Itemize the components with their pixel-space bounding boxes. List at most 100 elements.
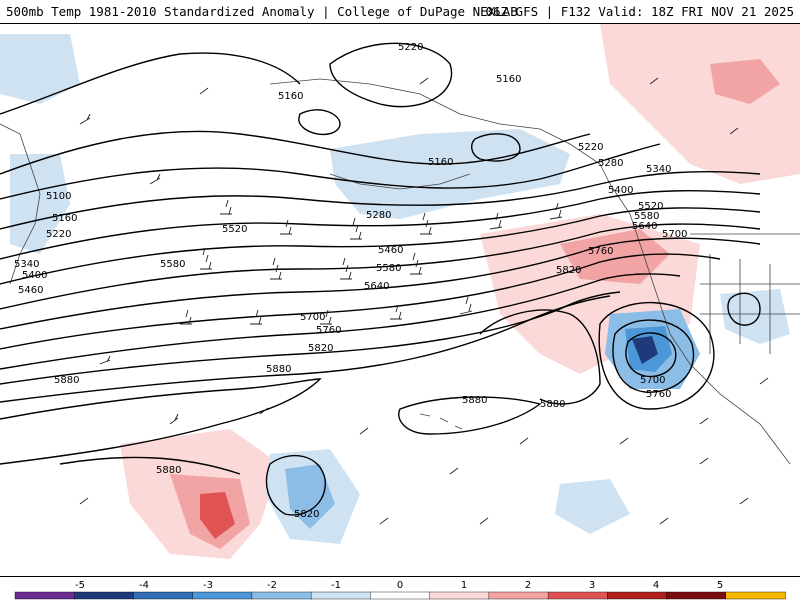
wind-barb: [649, 77, 659, 85]
contour-label: 5460: [378, 245, 403, 256]
contour-5280: [0, 143, 661, 200]
wind-barb: [180, 309, 192, 325]
contour-5160: [0, 52, 301, 115]
colorbar-tick-label: 2: [525, 580, 531, 591]
contour-5520: [0, 223, 761, 310]
contour-label: 5580: [160, 259, 185, 270]
contour-label: 5640: [632, 221, 657, 232]
wind-barb: [340, 257, 352, 280]
contour-label: 5220: [578, 142, 603, 153]
colorbar-segment: [192, 591, 253, 600]
wind-barb: [459, 296, 473, 315]
wind-barb: [280, 219, 292, 235]
wind-barb: [659, 517, 669, 525]
contour-label: 5760: [646, 389, 671, 400]
contour-east-loop: [727, 292, 761, 326]
wind-barb: [419, 77, 429, 85]
colorbar-segment: [251, 591, 312, 600]
warm-anomaly-south-peak: [200, 492, 235, 539]
wind-barb: [420, 212, 432, 235]
border-states: [700, 254, 800, 354]
wind-barb: [410, 252, 422, 275]
cold-anomaly-northwest: [0, 34, 80, 104]
wind-barb: [449, 467, 459, 475]
wind-barb: [390, 304, 402, 320]
contour-label: 5820: [556, 265, 581, 276]
colorbar-segment: [310, 591, 372, 600]
wind-barb: [479, 517, 489, 525]
colorbar-legend: -5 -4 -3 -2 -1 0 1 2 3 4 5: [0, 576, 800, 600]
contour-label: 5340: [14, 259, 39, 270]
colorbar-segment: [547, 591, 609, 600]
coastline-north-america-west: [609, 183, 791, 465]
contour-label: 5100: [46, 191, 71, 202]
contour-label: 5880: [266, 364, 291, 375]
contour-5820: [0, 295, 611, 403]
contour-5220-north: [329, 42, 453, 108]
figure-title: 500mb Temp 1981-2010 Standardized Anomal…: [6, 4, 518, 19]
contour-cutoff-mid: [612, 319, 695, 393]
contour-label: 5220: [398, 42, 423, 53]
map-panel: 5220 5160 5160 5160 5220 5280 5340 5100 …: [0, 24, 800, 576]
contour-labels: 5220 5160 5160 5160 5220 5280 5340 5100 …: [14, 42, 687, 520]
warm-anomaly-northeast-core: [710, 59, 780, 104]
contour-label: 5880: [54, 375, 79, 386]
map-svg: 5220 5160 5160 5160 5220 5280 5340 5100 …: [0, 24, 800, 576]
contour-5400: [0, 190, 761, 260]
contour-label: 5760: [316, 325, 341, 336]
contour-label: 5580: [376, 263, 401, 274]
colorbar-tick-label: -1: [331, 580, 341, 591]
coastline-alaska: [269, 78, 611, 185]
model-run-info: 06Z GFS | F132 Valid: 18Z FRI NOV 21 202…: [485, 4, 794, 19]
contour-label: 5880: [540, 399, 565, 410]
contour-label: 5640: [364, 281, 389, 292]
contour-label: 5520: [222, 224, 247, 235]
contour-5460: [0, 207, 761, 285]
colorbar-tick-label: 3: [589, 580, 595, 591]
contour-label: 5700: [640, 375, 665, 386]
wind-barb: [99, 355, 111, 365]
contour-5640: [0, 253, 721, 350]
wind-barb: [79, 497, 89, 505]
wind-barb: [200, 247, 212, 270]
colorbar-segment: [370, 591, 431, 600]
wind-barb: [379, 517, 389, 525]
contour-5880-south: [59, 456, 241, 475]
contour-label: 5580: [634, 211, 659, 222]
colorbar-tick-label: 0: [397, 580, 403, 591]
wind-barb: [729, 127, 739, 135]
contour-label: 5760: [588, 246, 613, 257]
wind-barb: [270, 257, 282, 280]
wind-barb: [489, 212, 503, 230]
contour-label: 5880: [156, 465, 181, 476]
contour-label: 5160: [496, 74, 521, 85]
wind-barb: [359, 427, 369, 435]
contour-5880-west: [0, 378, 322, 465]
contour-cutoff-outer: [598, 301, 715, 410]
contour-label: 5820: [294, 509, 319, 520]
wind-barbs: [79, 77, 769, 525]
wind-barb: [549, 202, 563, 220]
cold-anomaly-cutoff-peak: [632, 336, 658, 364]
contour-label: 5700: [300, 312, 325, 323]
cold-anomaly-southeast: [555, 479, 630, 534]
contour-5220: [0, 130, 591, 175]
wind-barb: [519, 437, 529, 445]
contour-label: 5280: [366, 210, 391, 221]
contour-cutoff-inner: [625, 332, 677, 378]
wind-barb: [759, 377, 769, 385]
colorbar: [14, 591, 786, 600]
contour-label: 5340: [646, 164, 671, 175]
colorbar-tick-label: -2: [267, 580, 277, 591]
contour-5880-east: [479, 309, 601, 405]
contour-5580: [0, 237, 761, 330]
contour-label: 5880: [462, 395, 487, 406]
contour-5160-loop-b: [471, 133, 521, 162]
wind-barb: [350, 217, 362, 240]
colorbar-tick-label: -4: [139, 580, 149, 591]
cold-anomaly-east: [720, 289, 790, 344]
cold-anomaly-west: [10, 154, 70, 254]
contour-label: 5520: [638, 201, 663, 212]
contour-5340: [0, 170, 761, 230]
